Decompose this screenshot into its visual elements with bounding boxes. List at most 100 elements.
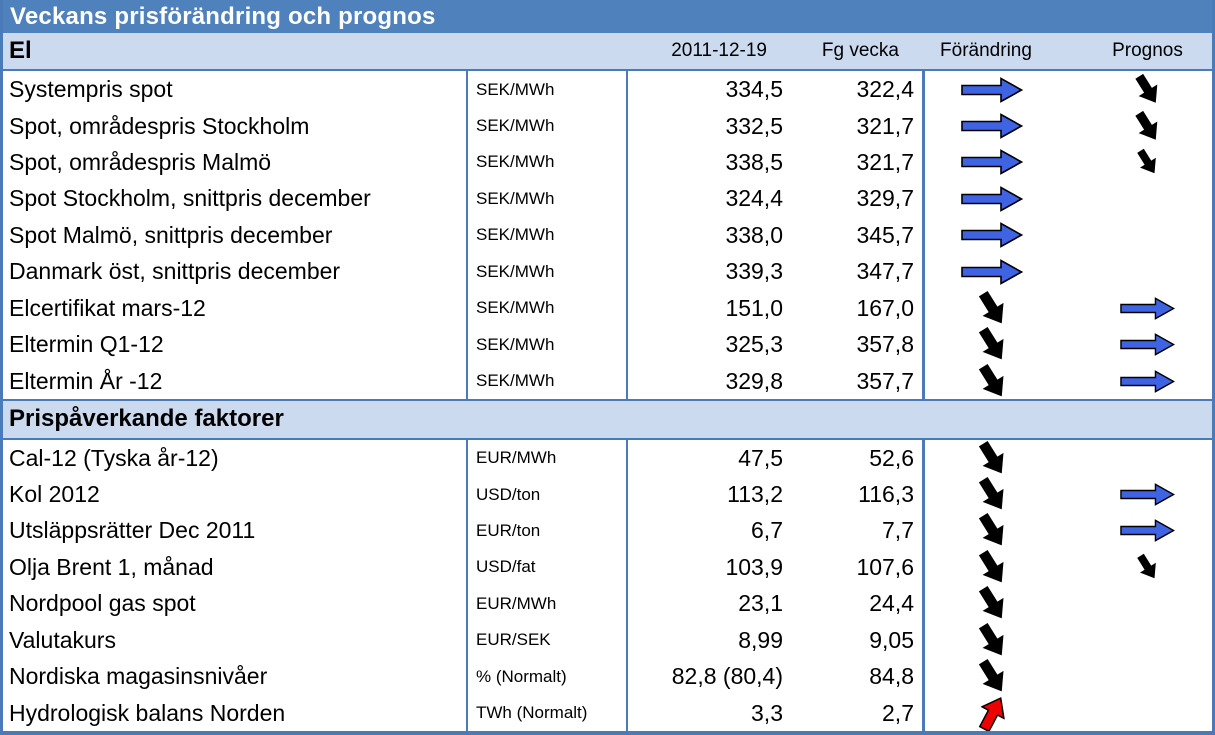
row-name: Eltermin Q1-12 (3, 326, 468, 364)
row-forecast-cell (1083, 440, 1212, 477)
row-current-value: 8,99 (738, 626, 783, 653)
table-row: Kol 2012 USD/ton 113,2 116,3 (3, 476, 1212, 514)
row-change-cell (925, 585, 1083, 622)
row-name: Systempris spot (3, 71, 468, 108)
arrow-right-blue-icon (1120, 483, 1175, 506)
row-current-value: 113,2 (727, 481, 783, 508)
row-prev-value: 321,7 (793, 144, 925, 181)
row-name: Hydrologisk balans Norden (3, 694, 468, 731)
row-current-value: 151,0 (725, 294, 783, 321)
row-forecast-cell (1083, 290, 1212, 327)
row-forecast-cell (1083, 585, 1212, 622)
table-row: Nordiska magasinsnivåer% (Normalt) 82,8 (… (3, 658, 1212, 696)
row-prev-value: 357,8 (793, 326, 925, 364)
arrow-right-blue-icon (1120, 333, 1175, 357)
arrow-down-black-icon (1135, 73, 1158, 103)
row-name: Utsläppsrätter Dec 2011 (3, 512, 468, 550)
row-prev-value: 84,8 (793, 658, 925, 696)
row-name: Spot Stockholm, snittpris december (3, 180, 468, 218)
row-forecast-cell (1083, 512, 1212, 549)
arrow-right-blue-icon (961, 149, 1023, 176)
column-header-row: El 2011-12-19 Fg vecka Förändring Progno… (3, 33, 1212, 72)
row-name: Spot, områdespris Stockholm (3, 107, 468, 145)
table-row: Eltermin Q1-12 SEK/MWh 325,3 357,8 (3, 326, 1212, 364)
row-unit: TWh (Normalt) (468, 694, 628, 731)
row-name: Spot Malmö, snittpris december (3, 217, 468, 254)
row-prev-value: 7,7 (793, 512, 925, 550)
arrow-down-black-icon (1135, 110, 1158, 140)
column-header-prev-week: Fg vecka (821, 40, 899, 62)
row-name: Olja Brent 1, månad (3, 548, 468, 586)
row-unit: % (Normalt) (468, 658, 628, 696)
report-title: Veckans prisförändring och prognos (10, 2, 436, 30)
row-current-value: 329,8 (725, 367, 783, 394)
row-current-value: 47,5 (738, 444, 783, 471)
row-change-cell (925, 181, 1083, 217)
row-change-cell (925, 512, 1083, 549)
table-row: Systempris spot SEK/MWh 334,5 322,4 (3, 71, 1212, 108)
row-prev-value: 347,7 (793, 253, 925, 290)
row-current-value: 3,3 (751, 699, 783, 726)
row-name: Nordiska magasinsnivåer (3, 658, 468, 696)
row-prev-value: 357,7 (793, 362, 925, 400)
table-row: Spot, områdespris Malmö SEK/MWh 338,5 321,7 (3, 144, 1212, 181)
table-row: Danmark öst, snittpris december SEK/MWh 33… (3, 253, 1212, 290)
arrow-down-black-icon (978, 513, 1004, 546)
el-rows: Systempris spot SEK/MWh 334,5 322,4 Spot, om… (3, 71, 1212, 400)
row-current-value: 334,5 (725, 76, 783, 103)
row-prev-value: 24,4 (793, 585, 925, 623)
arrow-down-black-icon (978, 440, 1004, 473)
arrow-right-blue-icon (1120, 297, 1175, 320)
row-change-cell (925, 549, 1083, 586)
column-header-forecast: Prognos (1112, 40, 1183, 62)
row-name: Valutakurs (3, 621, 468, 659)
table-row: Valutakurs EUR/SEK 8,99 9,05 (3, 621, 1212, 659)
row-unit: EUR/MWh (468, 585, 628, 623)
row-unit: SEK/MWh (468, 71, 628, 108)
arrow-down-black-icon (978, 659, 1004, 692)
row-change-cell (925, 144, 1083, 180)
row-unit: SEK/MWh (468, 217, 628, 254)
row-unit: SEK/MWh (468, 289, 628, 327)
row-unit: USD/ton (468, 476, 628, 514)
table-row: Elcertifikat mars-12 SEK/MWh 151,0 167,0 (3, 289, 1212, 327)
row-prev-value: 322,4 (793, 71, 925, 108)
row-forecast-cell (1083, 476, 1212, 513)
row-forecast-cell (1083, 326, 1212, 363)
row-current-value: 324,4 (725, 185, 783, 212)
row-change-cell (925, 363, 1083, 400)
section-label-factors: Prispåverkande faktorer (9, 405, 284, 433)
arrow-right-blue-icon (961, 258, 1023, 285)
table-row: Spot Stockholm, snittpris december SEK/MW… (3, 180, 1212, 218)
row-name: Cal-12 (Tyska år-12) (3, 439, 468, 477)
row-current-value: 23,1 (738, 590, 783, 617)
table-row: Hydrologisk balans Norden TWh (Normalt) 3,… (3, 694, 1212, 731)
row-unit: EUR/MWh (468, 439, 628, 477)
table-row: Nordpool gas spot EUR/MWh 23,1 24,4 (3, 585, 1212, 623)
row-unit: EUR/SEK (468, 621, 628, 659)
row-change-cell (925, 695, 1083, 731)
row-name: Spot, områdespris Malmö (3, 144, 468, 181)
column-header-change: Förändring (940, 40, 1032, 62)
arrow-down-black-icon (978, 477, 1004, 510)
row-forecast-cell (1083, 363, 1212, 400)
row-prev-value: 345,7 (793, 217, 925, 254)
row-current-value: 338,5 (725, 148, 783, 175)
row-forecast-cell (1083, 658, 1212, 695)
table-row: Spot Malmö, snittpris december SEK/MWh 338… (3, 217, 1212, 254)
table-row: Spot, områdespris Stockholm SEK/MWh 332,5 3… (3, 107, 1212, 145)
table-row: Olja Brent 1, månad USD/fat 103,9 107,6 (3, 548, 1212, 586)
row-change-cell (925, 290, 1083, 327)
row-current-value: 325,3 (725, 331, 783, 358)
factors-rows: Cal-12 (Tyska år-12) EUR/MWh 47,5 52,6 Kol 2… (3, 439, 1212, 731)
row-change-cell (925, 217, 1083, 253)
table-row: Eltermin År -12 SEK/MWh 329,8 357,7 (3, 362, 1212, 400)
row-name: Kol 2012 (3, 476, 468, 514)
row-prev-value: 9,05 (793, 621, 925, 659)
row-change-cell (925, 326, 1083, 363)
arrow-down-black-small-icon (1137, 149, 1156, 174)
arrow-right-blue-icon (1120, 519, 1175, 543)
row-forecast-cell (1083, 622, 1212, 659)
row-unit: SEK/MWh (468, 253, 628, 290)
